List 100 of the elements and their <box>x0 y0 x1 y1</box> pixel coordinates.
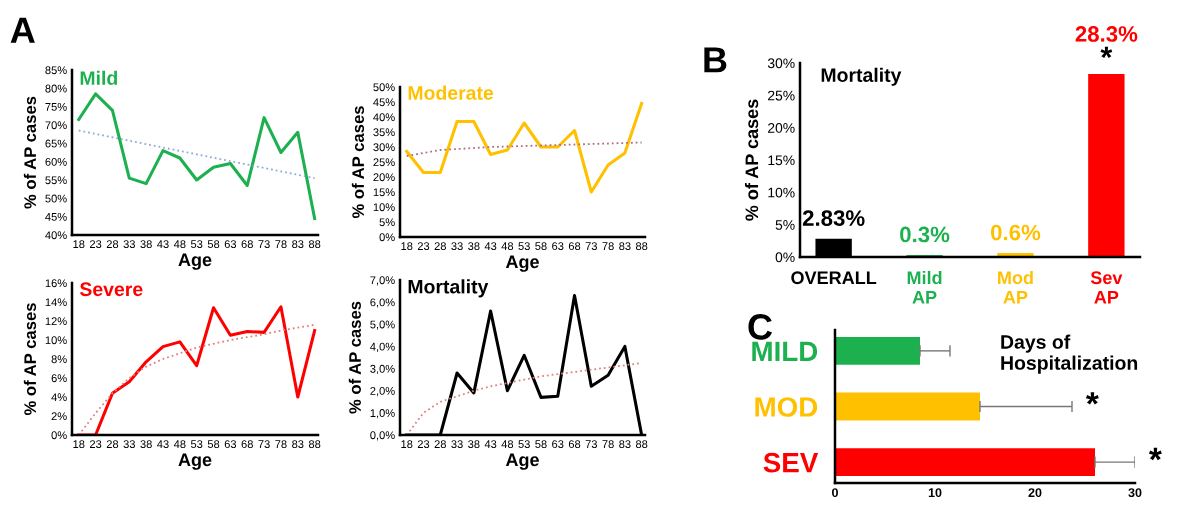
x-tick-label: 23 <box>89 440 102 449</box>
y-tick-label: 40% <box>373 113 395 122</box>
x-tick-label: 33 <box>451 242 463 251</box>
y-tick-label: 12% <box>45 317 67 326</box>
y-tick-label: MOD <box>755 397 818 417</box>
x-tick-label: 23 <box>89 240 102 249</box>
x-tick-label: 88 <box>635 440 648 449</box>
y-tick-label: SEV <box>763 452 819 473</box>
y-tick-label: 50% <box>373 83 395 92</box>
data-label: 28.3% <box>1075 26 1138 42</box>
y-tick-label: 4,0% <box>370 342 395 352</box>
y-tick-label: 45% <box>373 98 395 107</box>
y-tick-label: 6% <box>51 374 67 383</box>
x-tick-label: 68 <box>241 240 253 249</box>
x-tick-label: 83 <box>292 440 304 449</box>
y-tick-label: 60% <box>45 157 67 166</box>
x-tick-label: 30 <box>1128 488 1142 498</box>
x-axis-title: Age <box>178 253 212 270</box>
x-axis-title: Age <box>505 453 539 470</box>
x-tick-label: 58 <box>535 440 547 449</box>
text: C <box>748 314 773 340</box>
y-tick-label: 75% <box>45 102 67 111</box>
x-tick-label: 43 <box>157 440 169 449</box>
y-tick-label: 50% <box>45 194 67 203</box>
y-tick-label: 65% <box>45 139 67 148</box>
x-tick-label: 18 <box>401 440 413 449</box>
y-tick-label: 5% <box>379 218 395 227</box>
x-tick-label: Sev AP <box>1090 271 1123 304</box>
annotation: * <box>1148 447 1162 461</box>
x-tick-label: 38 <box>468 440 480 449</box>
x-tick-label: 83 <box>619 242 631 251</box>
x-tick-label: 78 <box>602 242 614 251</box>
data-label: 0.3% <box>900 226 950 243</box>
x-tick-label: 73 <box>258 440 270 449</box>
x-tick-label: 10 <box>928 488 942 498</box>
x-tick-label: 63 <box>552 440 564 449</box>
y-tick-label: 3,0% <box>370 364 395 375</box>
y-tick-label: 35% <box>373 128 395 137</box>
x-tick-label: 48 <box>501 242 514 251</box>
x-tick-label: 0 <box>832 488 838 498</box>
x-tick-label: 58 <box>535 242 547 251</box>
x-tick-label: 88 <box>308 240 321 249</box>
x-tick-label: 58 <box>207 240 220 249</box>
x-tick-label: 68 <box>568 242 581 251</box>
x-tick-label: 43 <box>484 440 497 449</box>
chart-title: Mortality <box>821 67 902 86</box>
x-tick-label: 53 <box>518 242 530 251</box>
annotation: * <box>1085 392 1099 405</box>
x-tick-label: 18 <box>401 242 413 251</box>
x-tick-label: 53 <box>190 240 203 249</box>
x-tick-label: 83 <box>292 240 304 249</box>
x-tick-label: 23 <box>417 242 430 251</box>
x-tick-label: OVERALL <box>791 271 877 285</box>
x-axis-title: Age <box>505 255 539 272</box>
x-tick-label: 63 <box>224 240 237 249</box>
y-tick-label: 15% <box>373 188 395 197</box>
x-tick-label: 33 <box>123 240 135 249</box>
y-tick-label: 2,0% <box>370 386 395 397</box>
text: A <box>10 17 35 43</box>
x-tick-label: 88 <box>308 440 321 449</box>
y-tick-label: 7,0% <box>370 276 395 286</box>
x-tick-label: Mod AP <box>998 270 1033 304</box>
data-label: 0.6% <box>991 224 1041 241</box>
text: B <box>704 47 727 73</box>
y-tick-label: 70% <box>45 121 67 130</box>
y-axis-title: % of AP cases <box>23 303 37 416</box>
x-tick-label: 33 <box>451 440 463 449</box>
y-tick-label: 30% <box>767 58 795 69</box>
x-tick-label: Mild AP <box>907 270 942 304</box>
x-tick-label: 38 <box>140 440 152 449</box>
y-tick-label: 6,0% <box>370 298 395 308</box>
y-tick-label: 80% <box>45 84 67 93</box>
chart-title: Mild <box>80 70 117 85</box>
y-tick-label: 5% <box>775 220 795 230</box>
x-tick-label: 18 <box>73 440 85 449</box>
x-tick-label: 38 <box>140 240 152 249</box>
y-tick-label: 25% <box>373 158 395 167</box>
x-axis-title: Age <box>178 453 212 470</box>
y-tick-label: 2% <box>51 412 67 421</box>
annotation: * <box>1100 46 1113 58</box>
y-tick-label: 5,0% <box>370 320 395 330</box>
x-tick-label: 43 <box>484 242 497 251</box>
text: Days of Hospitalization <box>1001 334 1138 374</box>
y-tick-label: 4% <box>51 393 67 402</box>
y-tick-label: 0% <box>51 431 67 440</box>
y-tick-label: 40% <box>45 231 67 240</box>
y-tick-label: 16% <box>45 279 67 288</box>
chart-title: Mortality <box>408 279 489 298</box>
x-tick-label: 20 <box>1028 488 1042 498</box>
y-tick-label: 0% <box>775 252 795 263</box>
x-tick-label: 68 <box>568 440 581 449</box>
x-tick-label: 78 <box>602 440 614 449</box>
x-tick-label: 73 <box>585 440 597 449</box>
y-tick-label: 10% <box>45 336 67 345</box>
x-tick-label: 28 <box>106 240 119 249</box>
y-tick-label: 0% <box>379 233 395 242</box>
x-tick-label: 23 <box>417 440 430 449</box>
y-tick-label: 10% <box>373 203 395 212</box>
x-tick-label: 28 <box>434 242 446 251</box>
x-tick-label: 28 <box>106 440 119 449</box>
